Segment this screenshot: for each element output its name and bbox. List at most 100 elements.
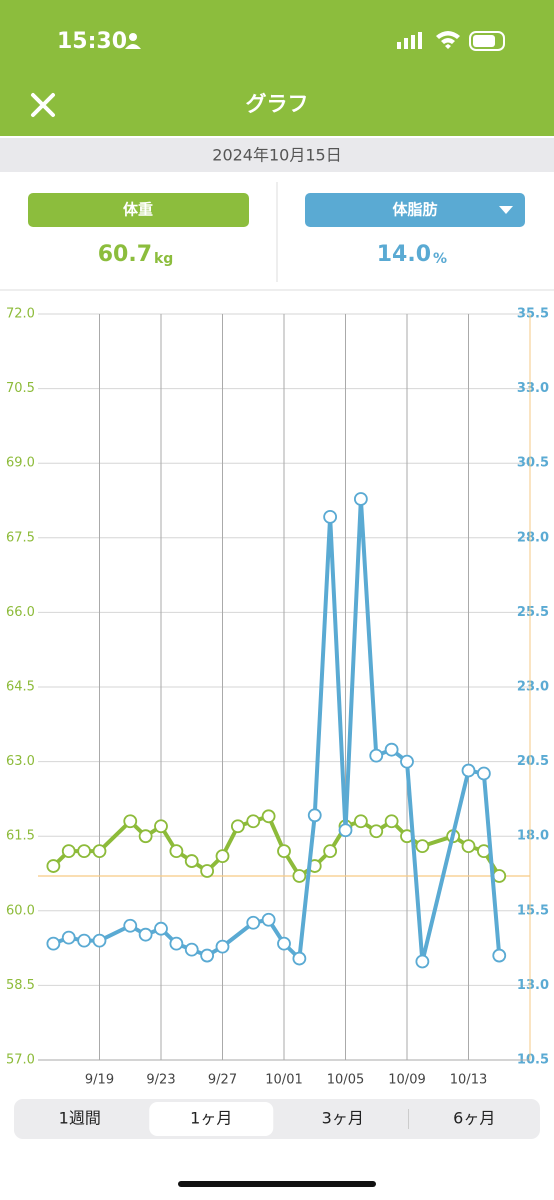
y-tick-label: 60.0 [6, 903, 35, 918]
y2-tick-label: 28.0 [517, 530, 549, 545]
data-point [369, 824, 384, 839]
close-button[interactable] [31, 93, 55, 117]
weight-button[interactable] [28, 193, 249, 227]
data-point [215, 849, 230, 863]
data-point [292, 951, 307, 966]
x-tick-label: 10/13 [450, 1073, 487, 1088]
fat-unit: % [433, 251, 447, 267]
data-point [61, 930, 76, 945]
data-point [323, 510, 338, 524]
data-point [338, 823, 353, 838]
weight-unit: kg [154, 251, 173, 267]
y2-tick-label: 35.5 [517, 307, 549, 322]
y2-tick-label: 10.5 [517, 1053, 549, 1068]
home-indicator [178, 1181, 376, 1187]
y2-tick-label: 20.5 [517, 754, 549, 769]
y-tick-label: 64.5 [6, 680, 35, 695]
y-tick-label: 67.5 [6, 530, 35, 545]
x-tick-label: 9/27 [208, 1073, 237, 1088]
data-point [277, 844, 291, 859]
status-time: 15:30 [57, 29, 127, 54]
y2-tick-label: 18.0 [517, 829, 549, 844]
data-point [215, 939, 230, 954]
data-point [261, 809, 276, 824]
data-point [261, 912, 276, 927]
data-point [323, 844, 338, 859]
data-point [292, 869, 307, 883]
data-point [277, 936, 291, 951]
data-point [184, 854, 199, 868]
data-point [476, 766, 491, 781]
data-point [415, 839, 430, 854]
data-point [92, 844, 107, 859]
data-point [461, 763, 476, 778]
header-title: グラフ [246, 92, 309, 116]
tab[interactable]: 6ヶ月 [453, 1109, 495, 1128]
data-point [138, 829, 153, 844]
series-line [52, 497, 502, 964]
data-point [200, 864, 215, 878]
weight-value: 60.7 [98, 242, 152, 267]
y-tick-label: 69.0 [6, 456, 35, 471]
tab[interactable]: 1週間 [59, 1109, 101, 1128]
data-point [169, 844, 184, 859]
data-point [384, 742, 399, 757]
x-tick-label: 9/23 [146, 1073, 175, 1088]
status-icons [125, 31, 505, 51]
data-point [369, 748, 384, 763]
data-point [46, 936, 61, 951]
chart: 57.0 58.5 60.0 61.5 63.0 64.5 66.0 67.5 69.0 70.5… [6, 307, 549, 1088]
fat-value: 14.0 [377, 242, 431, 267]
y-tick-label: 72.0 [6, 307, 35, 322]
data-point [46, 859, 61, 873]
data-point [154, 921, 168, 936]
data-point [92, 933, 107, 948]
y2-tick-label: 25.5 [517, 605, 549, 620]
data-point [400, 754, 414, 769]
y-tick-label: 58.5 [6, 978, 35, 993]
x-tick-label: 10/09 [388, 1073, 425, 1088]
weight-label: 体重 [123, 201, 153, 219]
data-point [123, 814, 138, 829]
x-tick-label: 9/19 [85, 1073, 114, 1088]
dropdown-arrow[interactable] [499, 206, 513, 214]
y-tick-label: 66.0 [6, 605, 35, 620]
y2-tick-label: 23.0 [517, 680, 549, 695]
y2-tick-label: 13.0 [517, 978, 549, 993]
data-point [307, 808, 322, 823]
y-tick-label: 63.0 [6, 754, 35, 769]
y2-tick-label: 30.5 [517, 456, 549, 471]
data-point [353, 814, 368, 829]
fat-button[interactable] [305, 193, 525, 227]
data-point [77, 844, 92, 859]
fat-label: 体脂肪 [392, 201, 437, 219]
data-point [492, 869, 507, 883]
data-point [384, 814, 399, 829]
data-point [461, 839, 476, 854]
data-point [230, 819, 245, 834]
date-label: 2024年10月15日 [212, 146, 341, 165]
data-point [61, 844, 76, 859]
x-tick-label: 10/01 [265, 1073, 302, 1088]
data-point [246, 915, 261, 930]
x-tick-label: 10/05 [327, 1073, 364, 1088]
date-bar [0, 138, 554, 172]
y-tick-label: 70.5 [6, 381, 35, 396]
data-point [138, 927, 153, 942]
data-point [353, 492, 368, 506]
data-point [184, 942, 199, 957]
tab[interactable]: 3ヶ月 [322, 1109, 364, 1128]
data-point [77, 933, 92, 948]
header-background [0, 0, 554, 136]
tabs: 1週間 1ヶ月 3ヶ月 6ヶ月 [59, 1102, 495, 1136]
data-point [154, 819, 168, 834]
data-point [415, 954, 430, 969]
data-point [246, 814, 261, 829]
data-point [123, 918, 138, 933]
data-point [492, 948, 507, 963]
tab[interactable]: 1ヶ月 [190, 1109, 232, 1128]
data-point [169, 936, 184, 951]
data-point [200, 948, 215, 963]
